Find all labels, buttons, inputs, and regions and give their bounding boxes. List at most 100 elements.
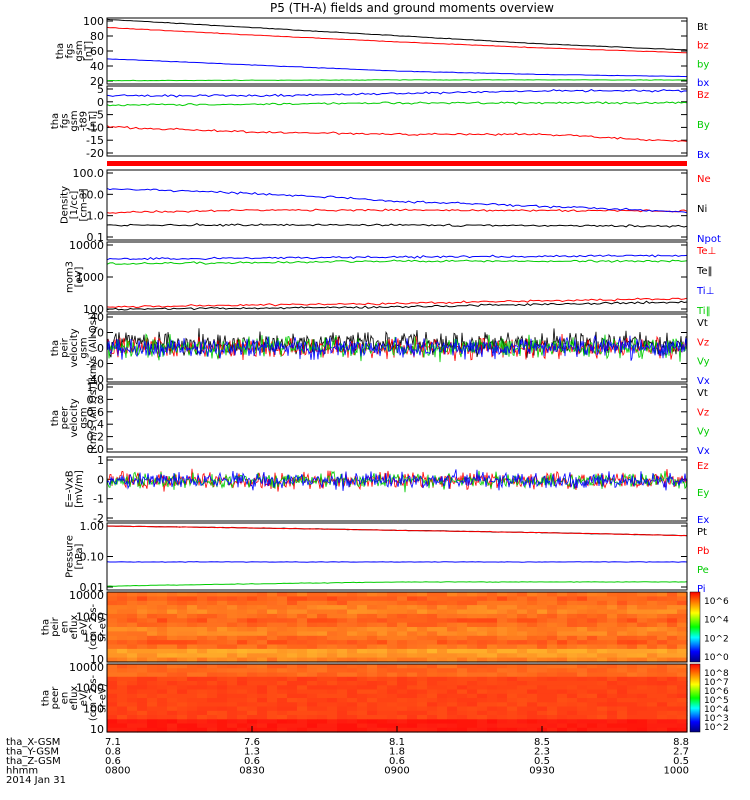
panel-9-heat-cell [587, 613, 598, 619]
panel-9-heat-cell [657, 622, 668, 628]
panel-10-heat-cell [527, 664, 538, 669]
panel-9-ytick-label: 10 [90, 653, 104, 666]
panel-9-heat-cell [577, 627, 588, 632]
panel-2-ytick-label: 0 [97, 96, 104, 109]
panel-9-heat-cell [637, 648, 648, 654]
panel-9-heat-cell [667, 644, 678, 650]
panel-9-heat-cell [487, 618, 498, 624]
panel-9-heat-cell [167, 627, 178, 632]
panel-10-heat-cell [667, 693, 678, 699]
panel-10-heat-cell [237, 664, 248, 669]
panel-10-heat-cell [477, 676, 488, 682]
panel-9-heat-cell [607, 653, 618, 659]
panel-10-heat-cell [347, 698, 358, 703]
panel-9-heat-cell [357, 609, 368, 615]
panel-9-heat-cell [367, 592, 378, 597]
panel-9-heat-cell [567, 609, 578, 615]
panel-9-heat-cell [647, 653, 658, 659]
panel-10-heat-cell [607, 676, 618, 682]
panel-10-heat-cell [437, 706, 448, 712]
panel-10-heat-cell [407, 681, 418, 686]
panel-9-heat-cell [487, 609, 498, 615]
panel-10-heat-cell [167, 706, 178, 712]
panel-9-heat-cell [457, 627, 468, 632]
panel-9-heat-cell [217, 627, 228, 632]
panel-10-heat-cell [377, 689, 388, 695]
panel-9-heat-cell [647, 609, 658, 615]
panel-9-heat-cell [397, 618, 408, 624]
panel-9-heat-cell [557, 596, 568, 602]
panel-4-legend-0: Te⊥ [696, 246, 716, 257]
panel-10-heat-cell [147, 693, 158, 699]
panel-9-heat-cell [257, 622, 268, 628]
panel-10-heat-cell [567, 676, 578, 682]
panel-5-legend-2: Vy [697, 357, 710, 368]
panel-10-heat-cell [167, 715, 178, 720]
panel-9-heat-cell [397, 644, 408, 650]
panel-10-heat-cell [327, 719, 338, 725]
panel-10-heat-cell [547, 698, 558, 703]
panel-9-heat-cell [267, 600, 278, 606]
panel-10-heat-cell [527, 668, 538, 674]
panel-9-heat-cell [177, 609, 188, 615]
panel-10-heat-cell [677, 727, 688, 733]
panel-9-heat-cell [477, 627, 488, 632]
panel-10-heat-cell [667, 681, 678, 686]
panel-10-heat-cell [197, 672, 208, 678]
panel-10-heat-cell [277, 672, 288, 678]
panel-9-heat-cell [497, 631, 508, 637]
panel-10-heat-cell [287, 664, 298, 669]
panel-9-heat-cell [107, 600, 118, 606]
panel-9-heat-cell [137, 605, 148, 611]
panel-8-ylabel: Pressure[nPa] [64, 535, 85, 578]
panel-10-heat-cell [137, 689, 148, 695]
panel-9-heat-cell [287, 657, 298, 663]
panel-10-heat-cell [607, 715, 618, 720]
panel-10-heat-cell [647, 723, 658, 729]
panel-10-heat-cell [337, 698, 348, 703]
panel-9-heat-cell [157, 653, 168, 659]
panel-10-heat-cell [417, 727, 428, 733]
panel-8-legend-0: Pt [697, 527, 707, 538]
panel-9-heat-cell [457, 653, 468, 659]
panel-9-heat-cell [677, 640, 688, 646]
panel-9-heat-cell [247, 627, 258, 632]
panel-9-heat-cell [467, 618, 478, 624]
panel-10-heat-cell [107, 702, 118, 708]
panel-9-heat-cell [507, 609, 518, 615]
panel-7-ytick-label: -2 [93, 512, 104, 525]
panel-9-heat-cell [477, 609, 488, 615]
panel-10-heat-cell [257, 672, 268, 678]
panel-9-heat-cell [187, 605, 198, 611]
panel-9-heat-cell [227, 635, 238, 641]
panel-10-heat-cell [667, 719, 678, 725]
panel-9-heat-cell [537, 631, 548, 637]
panel-10-heat-cell [367, 723, 378, 729]
panel-10-heat-cell [597, 698, 608, 703]
panel-10-heat-cell [397, 689, 408, 695]
panel-9: thapeirenefluxeV/(cm^2-s-sr-eV)100001000… [41, 589, 729, 666]
panel-10-heat-cell [647, 719, 658, 725]
panel-10-heat-cell [257, 664, 268, 669]
panel-9-heat-cell [407, 592, 418, 597]
panel-10-heat-cell [267, 702, 278, 708]
panel-9-heat-cell [537, 596, 548, 602]
panel-10-heat-cell [457, 676, 468, 682]
panel-10-heat-cell [267, 664, 278, 669]
panel-9-heat-cell [187, 627, 198, 632]
panel-9-heat-cell [477, 635, 488, 641]
panel-10-heat-cell [147, 710, 158, 716]
panel-9-heat-cell [297, 618, 308, 624]
panel-9-heat-cell [557, 609, 568, 615]
panel-10-heat-cell [497, 672, 508, 678]
panel-10-heat-cell [677, 689, 688, 695]
panel-10-heat-cell [507, 689, 518, 695]
panel-9-heat-cell [447, 596, 458, 602]
panel-10-heat-cell [267, 685, 278, 691]
panel-9-heat-cell [497, 609, 508, 615]
panel-10-heat-cell [467, 693, 478, 699]
panel-9-heat-cell [567, 622, 578, 628]
panel-9-heat-cell [467, 622, 478, 628]
panel-10-heat-cell [147, 715, 158, 720]
